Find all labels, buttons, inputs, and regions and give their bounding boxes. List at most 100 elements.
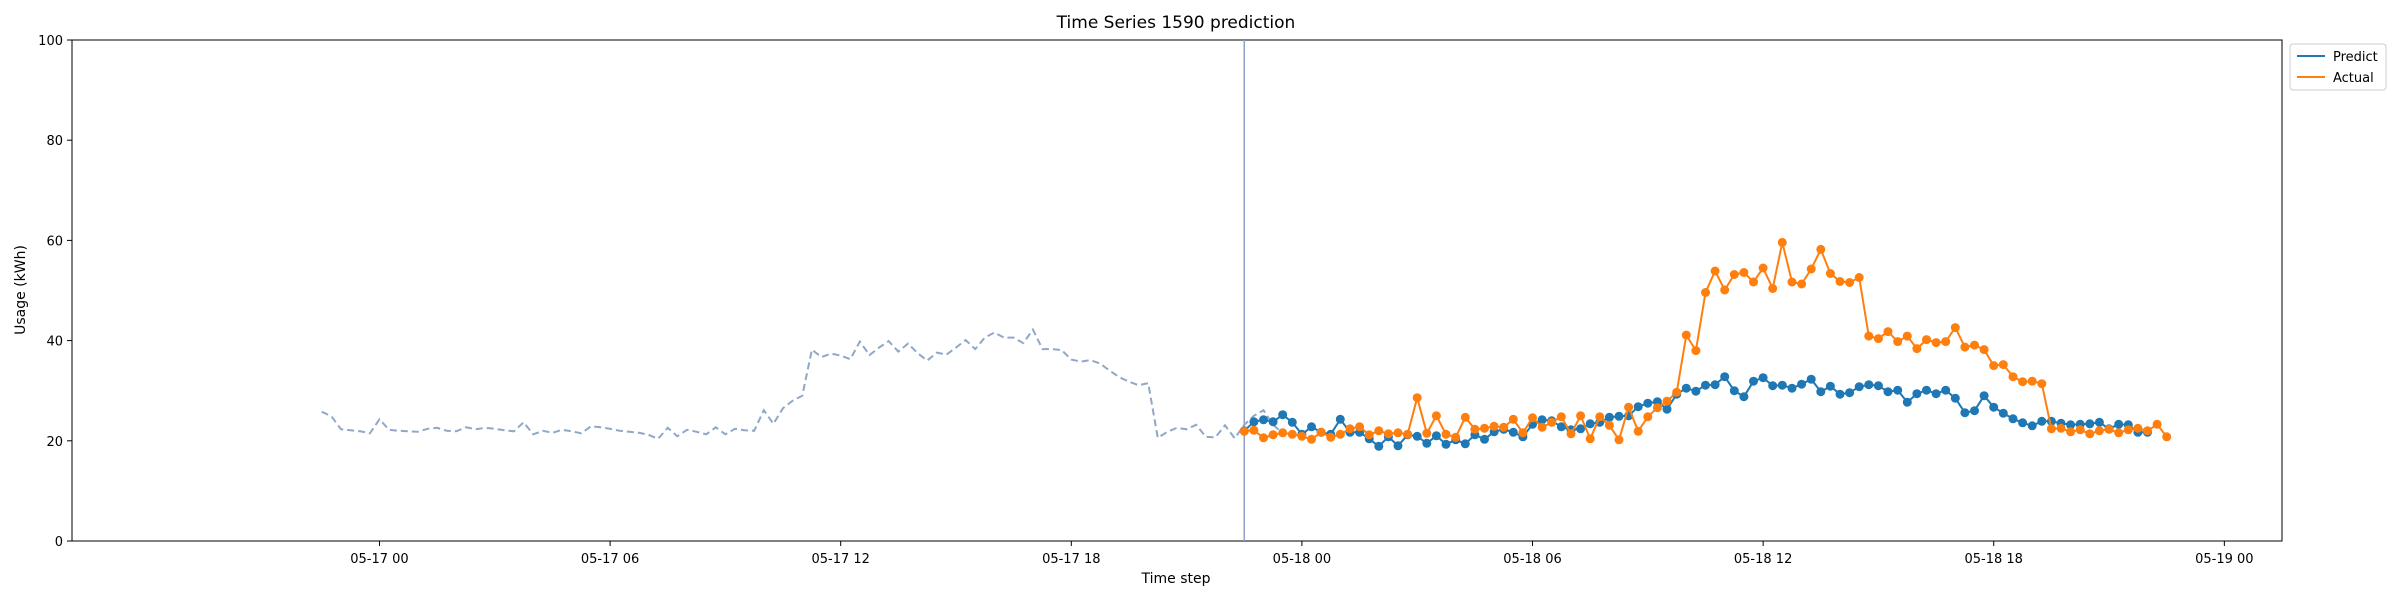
- actual-point: [2133, 423, 2143, 433]
- actual-point: [2075, 425, 2085, 435]
- predict-point: [1883, 387, 1893, 397]
- actual-point: [1768, 284, 1778, 293]
- actual-point: [1720, 285, 1730, 295]
- legend: Predict Actual: [2289, 43, 2387, 91]
- actual-point: [1566, 429, 1576, 439]
- x-tick-label-0: 05-17 00: [350, 552, 408, 567]
- predict-point: [2018, 418, 2028, 428]
- actual-point: [1643, 412, 1653, 422]
- predict-point: [1749, 376, 1758, 386]
- predict-point: [1268, 417, 1278, 427]
- actual-point: [1758, 263, 1768, 273]
- actual-point: [1941, 337, 1951, 347]
- predict-point: [1931, 389, 1941, 399]
- actual-point: [1604, 420, 1614, 430]
- predict-point: [1633, 402, 1643, 412]
- predict-point: [1287, 417, 1297, 427]
- actual-point: [1499, 422, 1509, 432]
- predict-series: [1239, 372, 2152, 451]
- predict-point: [2114, 419, 2124, 429]
- actual-point: [1259, 433, 1268, 443]
- actual-point: [2085, 429, 2095, 439]
- predict-point: [2008, 414, 2018, 424]
- actual-point: [1460, 412, 1470, 422]
- predict-point: [1556, 422, 1566, 432]
- actual-point: [1854, 273, 1864, 282]
- actual-point: [1451, 432, 1461, 442]
- actual-point: [1989, 361, 1999, 371]
- predict-point: [2066, 420, 2076, 430]
- predict-point: [1691, 386, 1701, 396]
- predict-point: [1768, 381, 1778, 391]
- predict-point: [1864, 380, 1874, 390]
- plot-frame: [71, 39, 2283, 542]
- legend-label-predict: Predict: [2333, 50, 2378, 65]
- predict-point: [1422, 438, 1432, 448]
- actual-point: [2094, 426, 2104, 436]
- actual-point: [2162, 432, 2172, 442]
- actual-point: [1970, 340, 1979, 350]
- predict-point: [1431, 431, 1441, 441]
- actual-point: [2152, 419, 2162, 429]
- x-tick-label-3: 05-17 18: [1042, 552, 1100, 567]
- actual-point: [1691, 346, 1701, 356]
- actual-point: [1883, 327, 1893, 337]
- actual-point: [1701, 288, 1710, 297]
- predict-point: [1278, 410, 1288, 420]
- actual-point: [1806, 264, 1816, 274]
- actual-line: [1244, 242, 2168, 443]
- history-series: [321, 327, 1284, 440]
- predict-point: [2027, 421, 2037, 431]
- actual-point: [1528, 413, 1537, 423]
- actual-point: [1489, 421, 1499, 431]
- x-axis: 05-17 00 05-17 06 05-17 12 05-17 18 05-18 00…: [350, 541, 2254, 567]
- actual-point: [1710, 266, 1720, 276]
- actual-point: [1864, 331, 1874, 341]
- actual-point: [1681, 330, 1691, 340]
- predict-point: [1307, 422, 1316, 432]
- actual-point: [1393, 428, 1403, 438]
- actual-point: [2027, 376, 2037, 386]
- predict-point: [1739, 392, 1749, 402]
- actual-point: [1825, 269, 1835, 278]
- predict-point: [1950, 393, 1960, 403]
- actual-point: [2056, 423, 2066, 433]
- actual-point: [1749, 277, 1758, 287]
- y-tick-label-4: 80: [46, 134, 63, 149]
- actual-point: [1316, 427, 1326, 437]
- predict-point: [1508, 427, 1518, 437]
- x-axis-title: Time step: [1141, 571, 1211, 587]
- actual-point: [2046, 424, 2056, 434]
- y-axis-title: Usage (kWh): [13, 245, 29, 335]
- predict-point: [1729, 386, 1739, 396]
- predict-point: [1480, 434, 1489, 444]
- predict-point: [1604, 412, 1614, 422]
- predict-point: [1797, 379, 1807, 389]
- actual-point: [1595, 412, 1605, 422]
- actual-point: [1268, 430, 1278, 440]
- actual-point: [1374, 426, 1384, 436]
- actual-point: [1470, 424, 1480, 434]
- predict-point: [1873, 381, 1883, 391]
- y-tick-label-5: 100: [38, 34, 63, 49]
- actual-point: [1614, 435, 1624, 445]
- predict-point: [1393, 441, 1403, 451]
- actual-point: [2143, 426, 2152, 436]
- predict-point: [1412, 431, 1422, 441]
- predict-point: [1912, 389, 1922, 399]
- actual-point: [1383, 429, 1393, 439]
- actual-point: [1508, 414, 1518, 424]
- actual-point: [1278, 428, 1288, 438]
- predict-point: [1922, 385, 1931, 395]
- predict-point: [1758, 373, 1768, 383]
- actual-point: [1652, 403, 1662, 413]
- predict-point: [1537, 415, 1547, 425]
- y-tick-label-3: 60: [46, 234, 63, 249]
- predict-point: [1259, 415, 1268, 425]
- actual-point: [1355, 422, 1365, 432]
- actual-point: [1335, 429, 1345, 439]
- actual-point: [1835, 277, 1845, 286]
- predict-point: [1835, 389, 1845, 399]
- predict-point: [1998, 408, 2008, 418]
- predict-point: [1662, 404, 1672, 414]
